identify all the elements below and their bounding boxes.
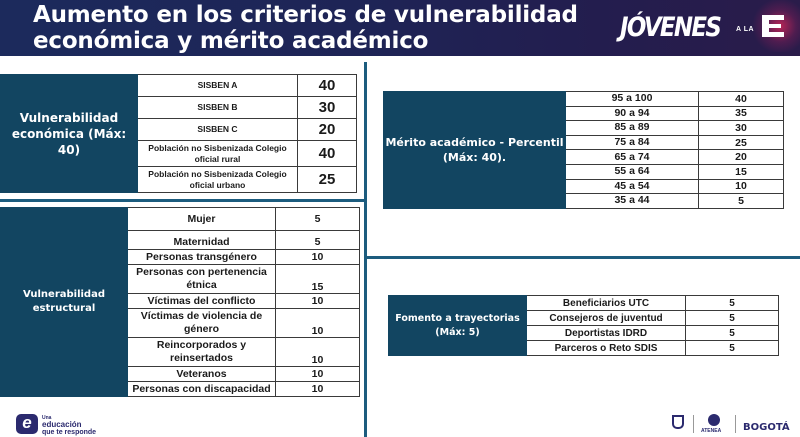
points-cell: 40 bbox=[297, 140, 357, 167]
points-cell: 10 bbox=[275, 293, 360, 309]
category-label: Mérito académico - Percentil (Máx: 40). bbox=[383, 91, 566, 209]
criterion-cell: Víctimas del conflicto bbox=[127, 293, 276, 309]
slide-title: Aumento en los criterios de vulnerabilid… bbox=[33, 2, 578, 54]
points-cell: 5 bbox=[275, 207, 360, 231]
left-horizontal-divider bbox=[0, 199, 366, 202]
category-label: Vulnerabilidad económica (Máx: 40) bbox=[0, 74, 138, 193]
points-cell: 5 bbox=[685, 310, 779, 326]
e-logo-icon: e bbox=[16, 414, 38, 434]
criterion-cell: Maternidad bbox=[127, 230, 276, 250]
points-cell: 40 bbox=[297, 74, 357, 97]
points-cell: 25 bbox=[698, 134, 784, 151]
criterion-cell: Población no Sisbenizada Colegio oficial… bbox=[137, 166, 298, 193]
bogota-logo-text: BOGOTÁ bbox=[743, 422, 790, 433]
points-cell: 25 bbox=[297, 166, 357, 193]
points-cell: 30 bbox=[698, 120, 784, 136]
atenea-globe-icon bbox=[708, 414, 720, 426]
points-cell: 5 bbox=[685, 340, 779, 356]
percentile-cell: 65 a 74 bbox=[565, 149, 699, 165]
logo-separator bbox=[735, 415, 736, 433]
criterion-cell: Víctimas de violencia de género bbox=[127, 308, 276, 338]
slide-header: Aumento en los criterios de vulnerabilid… bbox=[0, 0, 800, 56]
points-cell: 10 bbox=[275, 337, 360, 367]
criterion-cell: SISBEN B bbox=[137, 96, 298, 119]
criterion-cell: Beneficiarios UTC bbox=[526, 295, 686, 311]
criterion-cell: Deportistas IDRD bbox=[526, 325, 686, 341]
bogota-shield-icon bbox=[672, 415, 684, 429]
atenea-logo-text: ATENEA bbox=[701, 428, 722, 434]
una-educacion-logo: e Una educación que te responde bbox=[16, 414, 116, 436]
criterion-cell: Personas con discapacidad bbox=[127, 381, 276, 397]
percentile-cell: 85 a 89 bbox=[565, 120, 699, 136]
logo-separator bbox=[693, 415, 694, 433]
points-cell: 10 bbox=[275, 249, 360, 265]
criterion-cell: Veteranos bbox=[127, 366, 276, 382]
points-cell: 5 bbox=[685, 295, 779, 311]
logo-tagline: Una educación que te responde bbox=[42, 415, 96, 436]
category-label: Fomento a trayectorias (Máx: 5) bbox=[388, 295, 527, 356]
logo-small-text: A LA bbox=[736, 26, 755, 33]
logo-text: JÓVENES bbox=[620, 12, 722, 43]
vulnerabilidad-economica-table: Vulnerabilidad económica (Máx: 40) SISBE… bbox=[0, 74, 357, 193]
criterion-cell: Mujer bbox=[127, 207, 276, 231]
e-letter-icon bbox=[762, 15, 784, 37]
points-cell: 10 bbox=[698, 178, 784, 195]
criterion-cell: Consejeros de juventud bbox=[526, 310, 686, 326]
percentile-cell: 45 a 54 bbox=[565, 178, 699, 195]
points-cell: 5 bbox=[698, 193, 784, 209]
points-cell: 15 bbox=[275, 264, 360, 294]
criterion-cell: SISBEN C bbox=[137, 118, 298, 141]
points-cell: 5 bbox=[275, 230, 360, 250]
tagline-line-3: que te responde bbox=[42, 429, 97, 436]
points-cell: 20 bbox=[297, 118, 357, 141]
percentile-cell: 90 a 94 bbox=[565, 105, 699, 122]
criterion-cell: SISBEN A bbox=[137, 74, 298, 97]
criterion-cell: Parceros o Reto SDIS bbox=[526, 340, 686, 356]
category-label: Vulnerabilidad estructural bbox=[0, 207, 128, 397]
merito-academico-table: Mérito académico - Percentil (Máx: 40). … bbox=[383, 91, 784, 209]
points-cell: 30 bbox=[297, 96, 357, 119]
points-cell: 35 bbox=[698, 105, 784, 122]
points-cell: 10 bbox=[275, 381, 360, 397]
points-cell: 5 bbox=[685, 325, 779, 341]
points-cell: 20 bbox=[698, 149, 784, 165]
points-cell: 40 bbox=[698, 91, 784, 107]
criterion-cell: Reincorporados y reinsertados bbox=[127, 337, 276, 367]
percentile-cell: 95 a 100 bbox=[565, 91, 699, 107]
vertical-divider bbox=[364, 62, 367, 437]
institutional-logos: ATENEA BOGOTÁ bbox=[665, 412, 800, 437]
criterion-cell: Población no Sisbenizada Colegio oficial… bbox=[137, 140, 298, 167]
points-cell: 15 bbox=[698, 163, 784, 180]
jovenes-a-la-e-logo: JÓVENES A LA bbox=[620, 0, 800, 52]
vulnerabilidad-estructural-table: Vulnerabilidad estructural Mujer 5 Mater… bbox=[0, 207, 360, 397]
percentile-cell: 75 a 84 bbox=[565, 134, 699, 151]
criterion-cell: Personas transgénero bbox=[127, 249, 276, 265]
right-horizontal-divider bbox=[366, 256, 800, 259]
tagline-line-2: educación bbox=[42, 420, 82, 429]
points-cell: 10 bbox=[275, 308, 360, 338]
criterion-cell: Personas con pertenencia étnica bbox=[127, 264, 276, 294]
percentile-cell: 55 a 64 bbox=[565, 163, 699, 180]
points-cell: 10 bbox=[275, 366, 360, 382]
percentile-cell: 35 a 44 bbox=[565, 193, 699, 209]
tagline-line-1: Una bbox=[42, 415, 52, 421]
fomento-trayectorias-table: Fomento a trayectorias (Máx: 5) Benefici… bbox=[388, 295, 779, 356]
